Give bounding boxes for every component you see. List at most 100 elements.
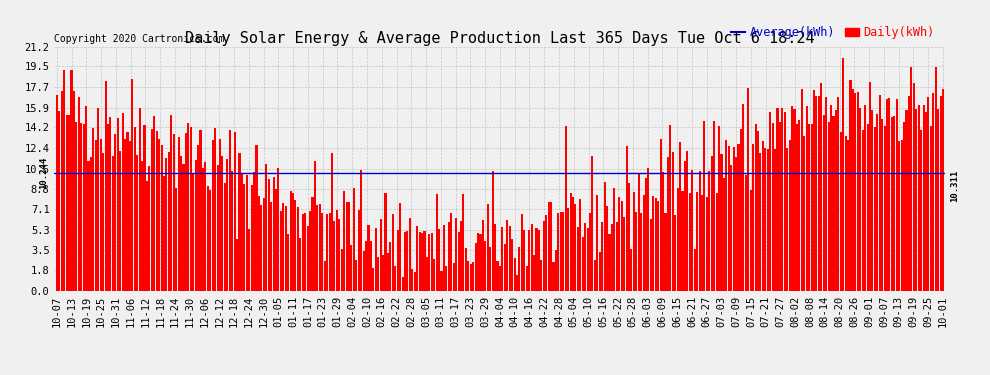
Bar [365,242,367,291]
Bar [347,202,350,291]
Bar [652,196,654,291]
Bar [248,229,250,291]
Bar [519,247,521,291]
Bar [696,192,698,291]
Bar [265,164,267,291]
Bar [58,111,60,291]
Bar [769,112,771,291]
Bar [562,211,564,291]
Bar [207,186,209,291]
Bar [339,219,341,291]
Bar [129,141,131,291]
Text: 10.244: 10.244 [40,157,49,189]
Bar [494,224,496,291]
Bar [472,262,474,291]
Bar [844,135,846,291]
Bar [744,174,746,291]
Bar [95,141,97,291]
Bar [852,89,854,291]
Bar [180,156,182,291]
Bar [321,213,324,291]
Bar [842,58,844,291]
Bar [898,141,900,291]
Bar [918,105,920,291]
Bar [813,90,815,291]
Bar [881,119,883,291]
Bar [436,194,438,291]
Bar [928,97,930,291]
Bar [913,83,915,291]
Bar [636,212,638,291]
Bar [901,140,903,291]
Bar [504,244,506,291]
Bar [545,216,547,291]
Bar [160,145,162,291]
Bar [891,117,893,291]
Bar [664,213,666,291]
Bar [360,170,362,291]
Bar [287,234,289,291]
Bar [733,147,735,291]
Bar [886,99,888,291]
Bar [674,215,676,291]
Bar [742,104,744,291]
Bar [255,145,257,291]
Bar [893,116,895,291]
Bar [574,204,576,291]
Bar [78,97,80,291]
Bar [676,188,679,291]
Bar [419,232,421,291]
Bar [784,112,786,291]
Bar [869,82,871,291]
Bar [596,195,598,291]
Bar [487,204,489,291]
Bar [723,178,725,291]
Bar [112,156,114,291]
Bar [462,194,464,291]
Bar [766,149,769,291]
Bar [689,193,691,291]
Bar [124,139,126,291]
Bar [314,161,316,291]
Bar [319,204,321,291]
Bar [618,197,621,291]
Bar [82,124,85,291]
Bar [294,200,296,291]
Bar [762,141,764,291]
Bar [856,92,859,291]
Bar [609,234,611,291]
Bar [808,124,810,291]
Bar [241,172,243,291]
Bar [304,213,306,291]
Bar [801,89,803,291]
Bar [506,220,508,291]
Bar [579,200,581,291]
Bar [477,233,479,291]
Bar [202,168,204,291]
Bar [735,158,738,291]
Bar [267,180,269,291]
Bar [584,223,586,291]
Bar [771,123,773,291]
Bar [711,156,713,291]
Bar [299,238,301,291]
Bar [577,228,579,291]
Bar [155,131,157,291]
Bar [258,196,260,291]
Bar [402,277,404,291]
Bar [307,226,309,291]
Bar [569,194,571,291]
Bar [80,123,82,291]
Bar [915,108,918,291]
Bar [681,191,683,291]
Bar [879,95,881,291]
Bar [747,88,749,291]
Bar [73,90,75,291]
Bar [452,262,454,291]
Bar [399,203,401,291]
Bar [65,114,67,291]
Bar [601,222,603,291]
Bar [331,153,333,291]
Bar [187,123,189,291]
Bar [285,206,287,291]
